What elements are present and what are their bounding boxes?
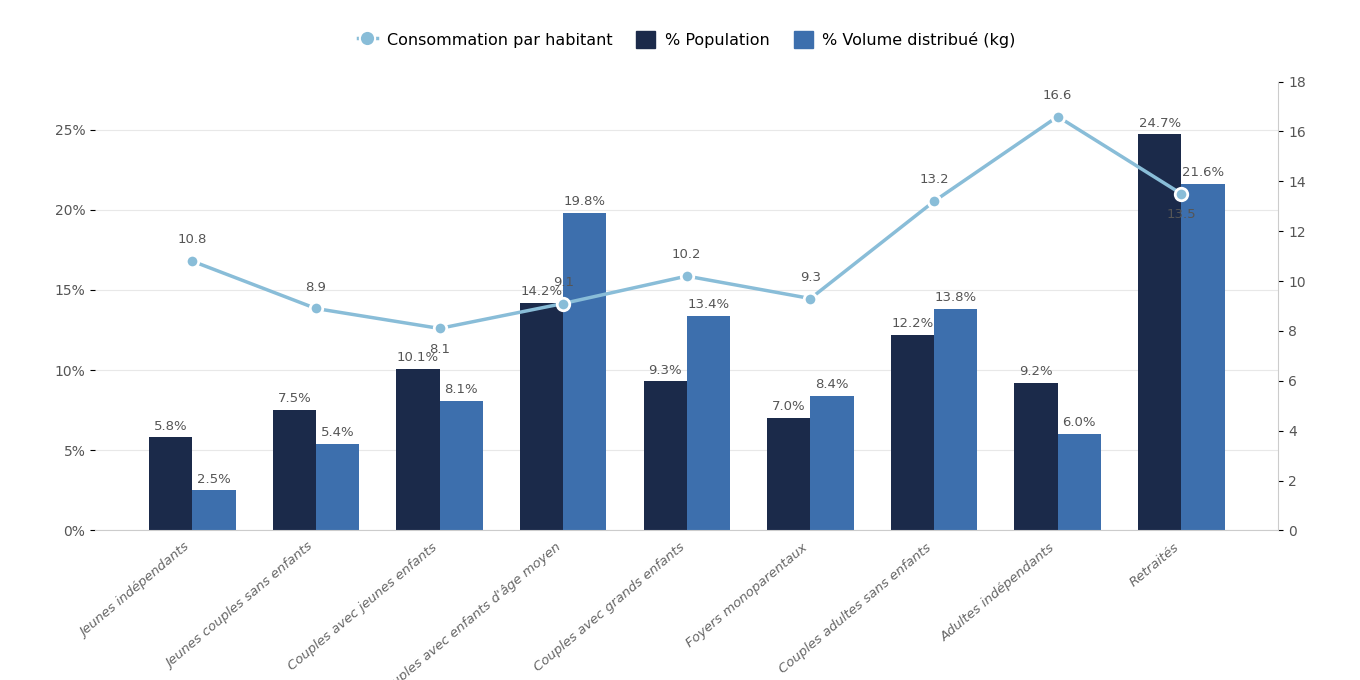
Text: 6.0%: 6.0% [1062, 416, 1096, 430]
Text: 5.4%: 5.4% [321, 426, 355, 439]
Bar [767, 418, 811, 530]
Text: 12.2%: 12.2% [891, 317, 933, 330]
Text: 10.8: 10.8 [178, 233, 207, 246]
Bar [520, 303, 563, 530]
Bar [1182, 184, 1224, 530]
Bar [396, 369, 439, 530]
Bar [316, 444, 359, 530]
Text: 5.8%: 5.8% [154, 420, 188, 432]
Text: 10.1%: 10.1% [397, 351, 439, 364]
Text: 16.6: 16.6 [1043, 88, 1073, 101]
Bar [1058, 435, 1102, 530]
Bar [150, 437, 192, 530]
Bar [1138, 135, 1182, 530]
Text: 21.6%: 21.6% [1182, 167, 1224, 180]
Bar [1015, 383, 1058, 530]
Text: 9.3: 9.3 [800, 271, 821, 284]
Text: 24.7%: 24.7% [1138, 117, 1180, 130]
Text: 14.2%: 14.2% [521, 285, 563, 298]
Text: 9.1: 9.1 [552, 275, 574, 288]
Bar [934, 309, 978, 530]
Text: 9.3%: 9.3% [649, 364, 681, 377]
Bar [643, 381, 687, 530]
Text: 9.2%: 9.2% [1019, 365, 1053, 378]
Text: 13.8%: 13.8% [934, 292, 976, 305]
Text: 8.1%: 8.1% [445, 383, 477, 396]
Text: 8.1: 8.1 [428, 343, 450, 356]
Bar [687, 316, 730, 530]
Text: 8.9: 8.9 [306, 281, 326, 294]
Bar [811, 396, 854, 530]
Bar [891, 335, 934, 530]
Text: 13.4%: 13.4% [687, 298, 729, 311]
Bar [563, 213, 607, 530]
Text: 7.5%: 7.5% [277, 392, 311, 405]
Bar [272, 410, 316, 530]
Text: 13.5: 13.5 [1167, 208, 1197, 221]
Text: 13.2: 13.2 [919, 173, 949, 186]
Text: 7.0%: 7.0% [772, 401, 805, 413]
Bar [192, 490, 235, 530]
Legend: Consommation par habitant, % Population, % Volume distribué (kg): Consommation par habitant, % Population,… [358, 31, 1016, 48]
Text: 19.8%: 19.8% [564, 195, 605, 208]
Bar [439, 401, 483, 530]
Text: 8.4%: 8.4% [816, 378, 849, 391]
Text: 2.5%: 2.5% [197, 473, 231, 486]
Text: 10.2: 10.2 [672, 248, 702, 261]
